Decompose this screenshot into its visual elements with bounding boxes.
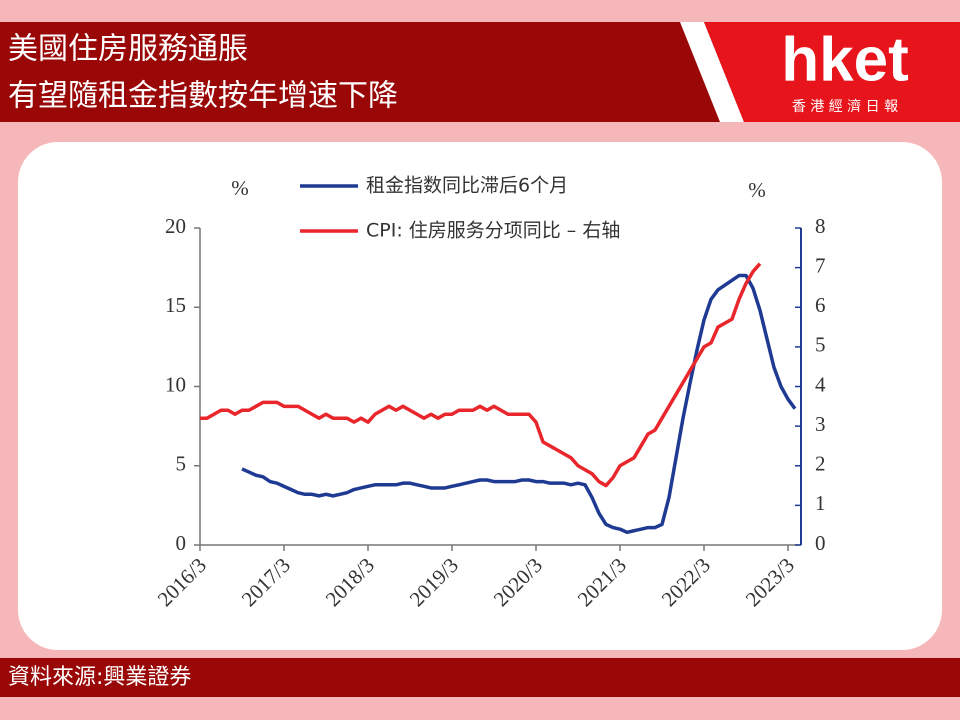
y2-tick-label: 7: [815, 253, 826, 277]
source-band: [0, 658, 960, 697]
series-line: [200, 262, 762, 488]
legend-label: CPI: 住房服务分项同比 – 右轴: [366, 220, 620, 242]
y2-axis-label: %: [748, 178, 766, 202]
title-line: 有望隨租金指數按年增速下降: [8, 79, 398, 114]
header-stripe: [680, 22, 744, 122]
y-tick-label: 15: [165, 293, 186, 317]
title-line: 美國住房服務通脹: [8, 32, 248, 67]
y-tick-label: 10: [165, 372, 186, 396]
logo-band: [704, 22, 960, 122]
y2-tick-label: 4: [815, 372, 826, 396]
y2-tick-label: 8: [815, 214, 826, 238]
chart-card: [18, 142, 942, 650]
series-line: [241, 273, 797, 535]
logo-tagline: 香 港 經 濟 日 報: [792, 99, 898, 115]
y-tick-label: 5: [176, 452, 187, 476]
y-axis-label: %: [231, 176, 249, 200]
y-tick-label: 20: [165, 214, 186, 238]
y2-tick-label: 6: [815, 293, 826, 317]
legend-label: 租金指数同比滞后6个月: [366, 175, 568, 197]
y2-tick-label: 0: [815, 531, 826, 555]
y2-tick-label: 3: [815, 412, 826, 436]
y-tick-label: 0: [176, 531, 187, 555]
y2-tick-label: 1: [815, 491, 826, 515]
y2-tick-label: 5: [815, 333, 826, 357]
logo: hket: [781, 25, 908, 94]
y2-tick-label: 2: [815, 452, 826, 476]
source: 資料來源:興業證券: [8, 665, 191, 690]
